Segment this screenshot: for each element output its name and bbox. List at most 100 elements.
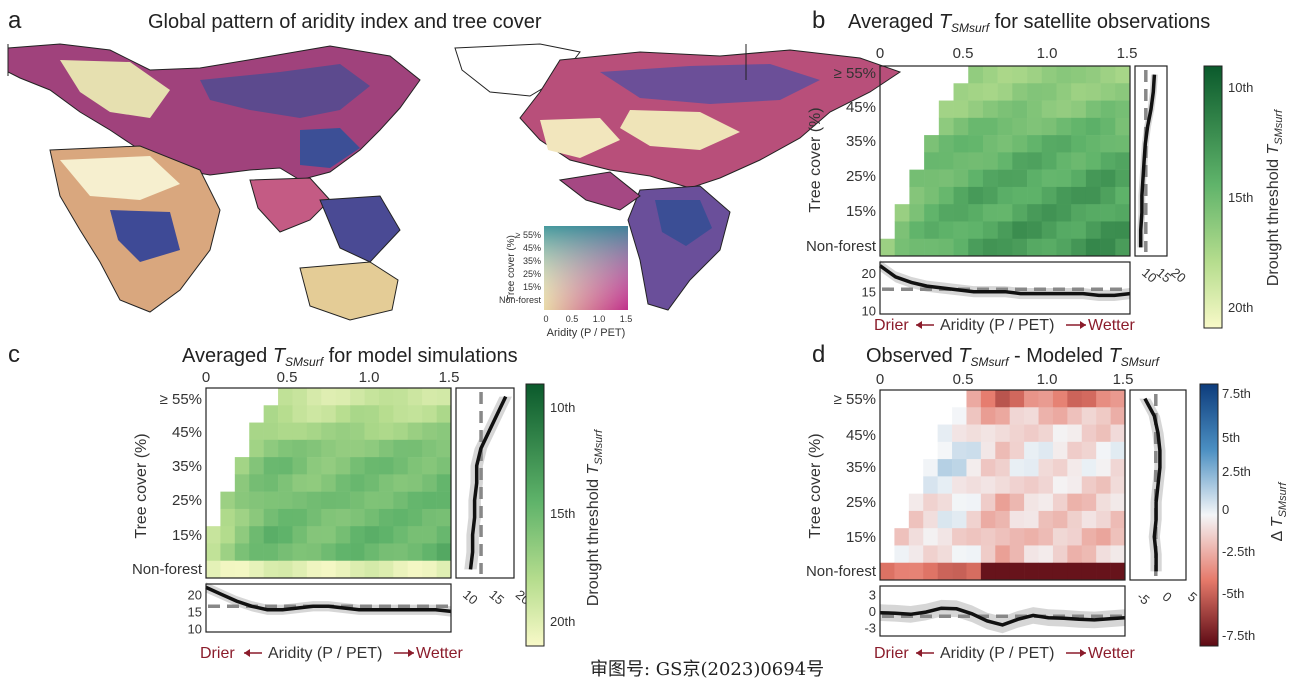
legend-ytick-35: 35% <box>523 256 541 266</box>
heatmap-cell <box>980 459 996 477</box>
heatmap-cell <box>1067 407 1083 425</box>
heatmap-cell <box>980 407 996 425</box>
heatmap-cell <box>321 422 336 441</box>
heatmap-cell <box>1012 117 1028 136</box>
heatmap-cell <box>1038 390 1054 408</box>
heatmap-cell <box>1085 152 1101 170</box>
heatmap-cell <box>1071 100 1087 119</box>
heatmap-cell <box>1041 169 1057 188</box>
b-xtick-0: 0 <box>876 45 884 62</box>
heatmap-c-xticks: 0 0.5 1.0 1.5 <box>202 369 460 386</box>
heatmap-cell <box>350 439 365 458</box>
heatmap-cell <box>1067 390 1083 408</box>
marginal-bottom-profile <box>205 585 452 614</box>
heatmap-cell <box>1071 204 1087 222</box>
heatmap-cell <box>1012 100 1028 119</box>
heatmap-cell <box>980 562 996 581</box>
heatmap-cell <box>1012 66 1028 84</box>
marginal-right-profile <box>1138 74 1157 248</box>
heatmap-cell <box>1052 562 1068 581</box>
heatmap-cell <box>953 152 969 170</box>
heatmap-cell <box>263 526 279 544</box>
heatmap-cell <box>1056 238 1072 257</box>
heatmap-cell <box>263 508 279 527</box>
heatmap-cell <box>407 560 423 579</box>
heatmap-cell <box>1056 100 1072 119</box>
heatmap-d-frame <box>879 389 1126 581</box>
cbar-d-tick-m25: -2.5th <box>1222 544 1255 559</box>
heatmap-cell <box>1012 169 1028 188</box>
panel-d-title: Observed TSMsurf - Modeled TSMsurf <box>866 345 1160 369</box>
heatmap-cell <box>937 424 953 443</box>
heatmap-cell <box>1056 152 1072 170</box>
heatmap-cell <box>953 83 969 101</box>
heatmap-cell <box>997 169 1013 188</box>
marginal-bottom-c: 20 15 10 <box>188 582 452 637</box>
heatmap-cell <box>937 528 953 546</box>
heatmap-cell <box>263 405 279 423</box>
heatmap-cell <box>306 439 322 458</box>
colorbar-c-gradient <box>525 383 545 647</box>
d-ytick-55: ≥ 55% <box>834 391 876 408</box>
heatmap-cell <box>1041 186 1057 205</box>
heatmap-cell <box>249 543 264 562</box>
heatmap-cell <box>1041 221 1057 240</box>
heatmap-cell <box>952 407 967 425</box>
colorbar-diff-d: 7.5th 5th 2.5th 0 -2.5th -5th -7.5th Δ T… <box>1199 383 1289 647</box>
heatmap-cell <box>1009 424 1025 443</box>
heatmap-cell <box>995 510 1010 529</box>
heatmap-cell <box>1085 117 1101 136</box>
heatmap-cell <box>1071 238 1087 257</box>
heatmap-cell <box>937 493 953 512</box>
heatmap-cell <box>909 221 925 240</box>
heatmap-cell <box>1096 562 1111 581</box>
heatmap-cell <box>350 422 365 441</box>
heatmap-cell <box>953 204 969 222</box>
heatmap-cell <box>220 560 236 579</box>
heatmap-cell <box>1024 390 1039 408</box>
d-xtick-05: 0.5 <box>953 371 974 388</box>
heatmap-cell <box>1071 169 1087 188</box>
c-ylabel: Tree cover (%) <box>133 433 150 538</box>
heatmap-cell <box>1027 169 1043 188</box>
d-ytick-25: 25% <box>846 494 876 511</box>
heatmap-cell <box>393 560 409 579</box>
heatmap-cell <box>1024 545 1039 564</box>
heatmap-cell <box>378 508 394 527</box>
heatmap-cell <box>924 186 940 205</box>
heatmap-cell <box>422 422 437 441</box>
heatmap-cell <box>982 100 998 119</box>
heatmap-cell <box>263 560 279 579</box>
heatmap-cell <box>1110 545 1126 564</box>
heatmap-cell <box>909 238 925 257</box>
heatmap-cell <box>1024 493 1039 512</box>
heatmap-cell <box>422 457 437 475</box>
heatmap-cell <box>982 152 998 170</box>
marginal-right-c: 10 15 20 <box>455 387 534 608</box>
heatmap-cell <box>422 560 437 579</box>
heatmap-cell <box>364 543 380 562</box>
heatmap-cell <box>1071 66 1087 84</box>
heatmap-cell <box>924 169 940 188</box>
heatmap-cell <box>249 422 264 441</box>
heatmap-cell <box>1041 238 1057 257</box>
heatmap-cell <box>350 457 365 475</box>
heatmap-cell <box>1081 545 1097 564</box>
legend-xtick-05: 0.5 <box>566 314 579 324</box>
heatmap-cell <box>1085 135 1101 153</box>
heatmap-cell <box>1071 117 1087 136</box>
heatmap-cell <box>1100 100 1116 119</box>
marginal-bottom-tick: -3 <box>864 621 876 636</box>
heatmap-cell <box>982 204 998 222</box>
colorbar-threshold-c: 10th 15th 20th Drought threshold TSMsurf <box>525 383 605 647</box>
heatmap-cell <box>1085 238 1101 257</box>
c-ytick-25: 25% <box>172 492 202 509</box>
heatmap-cell <box>953 100 969 119</box>
heatmap-cell <box>1009 528 1025 546</box>
heatmap-cell <box>350 543 365 562</box>
heatmap-cell <box>982 66 998 84</box>
heatmap-cell <box>378 560 394 579</box>
d-wetter-label: Wetter <box>1088 645 1136 662</box>
heatmap-cell <box>1100 238 1116 257</box>
heatmap-cell <box>995 562 1010 581</box>
